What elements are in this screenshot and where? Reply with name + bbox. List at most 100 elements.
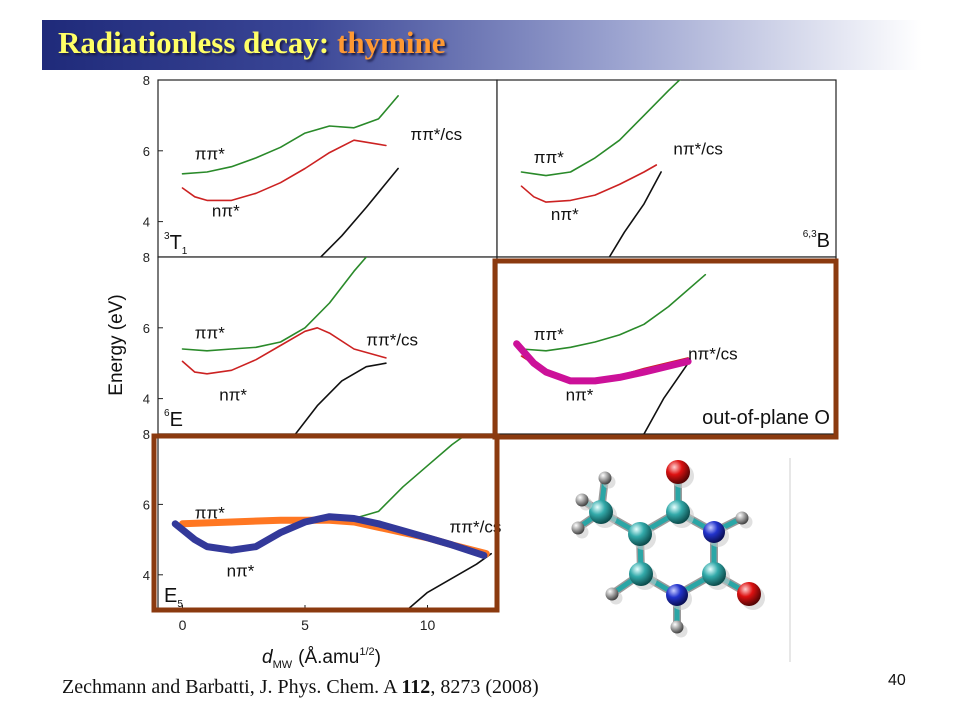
series-line-ground	[319, 167, 399, 257]
y-tick-label: 6	[143, 144, 150, 159]
series-label: nπ*	[566, 385, 594, 404]
series-line-ππ*	[520, 273, 707, 352]
x-axis-subscript: MW	[273, 659, 293, 671]
atom-N	[703, 521, 725, 543]
panel-plot	[513, 273, 707, 434]
series-line-ground	[294, 362, 387, 434]
panel-label-main: B	[817, 230, 830, 252]
panel-plot	[171, 434, 493, 610]
y-tick-label: 6	[143, 321, 150, 336]
series-label: ππ*	[195, 145, 225, 164]
y-tick-label: 8	[143, 250, 150, 265]
y-tick-label: 8	[143, 73, 150, 88]
panel-label-sub: 1	[182, 246, 188, 257]
atom-C	[629, 562, 653, 586]
atom-H	[575, 493, 589, 507]
highlight-box	[151, 433, 500, 613]
panel-frame	[496, 256, 837, 435]
series-line-pathway	[513, 340, 692, 385]
series-label: nπ*	[227, 562, 255, 581]
series-label: ππ*	[195, 503, 225, 522]
series-line-nπ*	[520, 164, 658, 203]
panel-label: 3T1	[164, 231, 188, 257]
panel-label-main: T	[170, 232, 182, 254]
atom-C	[628, 522, 652, 546]
panel-frame	[496, 79, 837, 258]
y-tick-label: 8	[143, 427, 150, 442]
panel-label: E5	[164, 585, 183, 610]
y-tick-label: 4	[143, 568, 150, 583]
x-axis-label: dMW (Å.amu1/2)	[262, 646, 381, 671]
atom-H	[670, 620, 684, 634]
title-main-text: Radiationless decay:	[58, 25, 330, 60]
series-label: ππ*/cs	[450, 518, 502, 537]
series-label: nπ*	[219, 385, 247, 404]
series-line-ground	[405, 552, 493, 610]
y-tick-label: 4	[143, 392, 150, 407]
panel-plot	[181, 257, 387, 434]
series-line-pathway-nπ*	[171, 513, 488, 559]
series-line-nπ*	[181, 139, 387, 202]
x-axis-close: )	[375, 647, 381, 668]
x-tick-label: 0	[179, 617, 187, 633]
panel-plot	[520, 80, 681, 257]
y-tick-label: 4	[143, 215, 150, 230]
panel-label: out-of-plane O	[702, 407, 830, 429]
panel-label-main: E	[164, 585, 177, 607]
citation-volume: 112	[401, 676, 431, 698]
series-label: ππ*	[534, 325, 564, 344]
panel-label: 6,3B	[803, 229, 830, 252]
atom-H	[735, 511, 749, 525]
panel-label-sup: 6,3	[803, 229, 817, 240]
atom-H	[571, 521, 585, 535]
highlight-box	[492, 258, 839, 440]
citation: Zechmann and Barbatti, J. Phys. Chem. A …	[62, 676, 539, 699]
series-label: nπ*	[551, 205, 579, 224]
panel-63B: ππ* nπ*/cs nπ* 6,3B	[496, 79, 837, 258]
atom-C	[702, 562, 726, 586]
atom-O	[666, 460, 690, 484]
panel-label-sub: 5	[177, 599, 183, 610]
citation-rest: , 8273 (2008)	[430, 676, 539, 698]
panel-frame	[157, 256, 498, 435]
x-tick-label: 5	[301, 617, 309, 633]
slide-number: 40	[888, 672, 906, 689]
panel-label-main: E	[170, 409, 183, 431]
series-label: nπ*/cs	[673, 139, 723, 158]
panel-plot	[181, 95, 399, 257]
panel-oop: ππ* nπ*/cs nπ* out-of-plane O	[496, 256, 837, 435]
series-line-ππ*	[520, 80, 681, 177]
citation-authors: Zechmann and Barbatti, J. Phys. Chem. A	[62, 676, 402, 698]
series-label: nπ*	[212, 201, 240, 220]
y-axis-label: Energy (eV)	[106, 294, 127, 395]
y-tick-label: 6	[143, 497, 150, 512]
x-axis-superscript: 1/2	[359, 646, 374, 658]
series-line-ground	[608, 171, 662, 257]
panel-frame	[157, 79, 498, 258]
series-label: ππ*	[195, 323, 225, 342]
series-line-ππ*	[181, 257, 368, 352]
series-label: nπ*/cs	[688, 345, 738, 364]
atom-C	[666, 500, 690, 524]
atom-O	[737, 582, 761, 606]
thymine-molecule-illustration	[571, 458, 791, 662]
atom-H	[605, 587, 619, 601]
atom-H	[598, 471, 612, 485]
x-tick-label: 10	[420, 617, 436, 633]
series-label: ππ*/cs	[366, 331, 418, 350]
series-line-ππ*	[181, 95, 399, 175]
slide-title: Radiationless decay: thymine	[58, 25, 446, 61]
x-axis-symbol: d	[262, 647, 274, 668]
series-label: ππ*/cs	[410, 125, 462, 144]
x-axis-unit: (Å.amu	[298, 647, 359, 668]
panel-3T1: 4 6 8 ππ* ππ*/cs nπ* 3T1	[143, 73, 498, 258]
panel-label-main: out-of-plane O	[702, 407, 830, 429]
panel-label-sup: 6	[164, 408, 170, 419]
series-line-ground	[643, 362, 689, 434]
series-line-nπ*	[181, 326, 387, 375]
series-label: ππ*	[534, 148, 564, 167]
atom-N	[666, 584, 688, 606]
